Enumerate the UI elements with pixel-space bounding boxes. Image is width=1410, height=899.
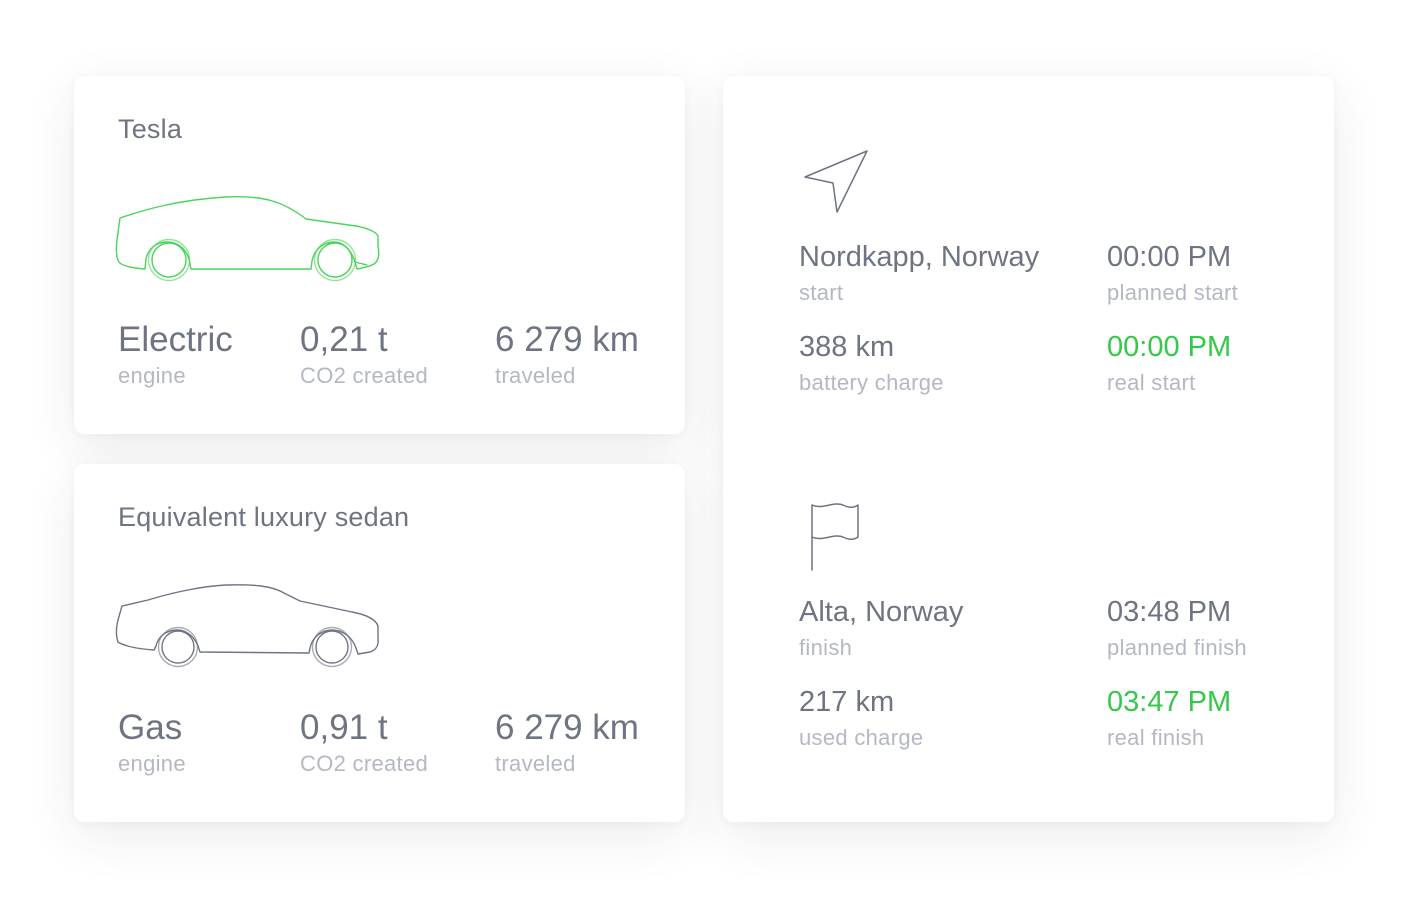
- real-start: 00:00 PM real start: [1107, 329, 1231, 397]
- distance-value: 6 279 km: [495, 320, 639, 359]
- start-label: start: [799, 280, 844, 305]
- co2-value: 0,91 t: [300, 708, 388, 747]
- planned-finish-label: planned finish: [1107, 635, 1247, 660]
- planned-finish: 03:48 PM planned finish: [1107, 594, 1247, 662]
- real-finish-time: 03:47 PM: [1107, 686, 1232, 718]
- real-finish-label: real finish: [1107, 725, 1205, 750]
- co2-stat: 0,91 t CO2 created: [300, 708, 428, 778]
- engine-value: Electric: [118, 320, 233, 359]
- planned-start-label: planned start: [1107, 280, 1239, 305]
- start-location-value: Nordkapp, Norway: [799, 241, 1040, 273]
- used-charge-value: 217 km: [799, 686, 895, 718]
- real-start-time: 00:00 PM: [1107, 331, 1232, 363]
- battery-charge-value: 388 km: [799, 331, 895, 363]
- distance-stat: 6 279 km traveled: [495, 708, 639, 778]
- distance-label: traveled: [495, 751, 576, 776]
- distance-stat: 6 279 km traveled: [495, 320, 639, 390]
- flag-icon: [811, 503, 859, 571]
- finish-location-value: Alta, Norway: [799, 596, 964, 628]
- real-start-label: real start: [1107, 370, 1196, 395]
- start-location: Nordkapp, Norway start: [799, 239, 1039, 307]
- engine-label: engine: [118, 751, 186, 776]
- co2-value: 0,21 t: [300, 320, 388, 359]
- card-title: Equivalent luxury sedan: [118, 502, 410, 532]
- distance-label: traveled: [495, 363, 576, 388]
- sedan-car-icon: [115, 584, 379, 668]
- engine-stat: Gas engine: [118, 708, 186, 778]
- trip-card: Nordkapp, Norway start 00:00 PM planned …: [723, 76, 1334, 822]
- electric-car-icon: [115, 195, 380, 282]
- finish-label: finish: [799, 635, 853, 660]
- planned-finish-time: 03:48 PM: [1107, 596, 1232, 628]
- planned-start-time: 00:00 PM: [1107, 241, 1232, 273]
- distance-value: 6 279 km: [495, 708, 639, 747]
- finish-location: Alta, Norway finish: [799, 594, 963, 662]
- tesla-card: Tesla Electric engine 0,21 t CO2 created…: [74, 76, 685, 434]
- engine-stat: Electric engine: [118, 320, 233, 390]
- navigation-arrow-icon: [804, 150, 868, 213]
- co2-stat: 0,21 t CO2 created: [300, 320, 428, 390]
- co2-label: CO2 created: [300, 363, 429, 388]
- used-charge-label: used charge: [799, 725, 924, 750]
- battery-charge: 388 km battery charge: [799, 329, 944, 397]
- engine-value: Gas: [118, 708, 183, 747]
- co2-label: CO2 created: [300, 751, 429, 776]
- used-charge: 217 km used charge: [799, 684, 923, 752]
- planned-start: 00:00 PM planned start: [1107, 239, 1238, 307]
- battery-charge-label: battery charge: [799, 370, 944, 395]
- card-title: Tesla: [118, 114, 183, 144]
- engine-label: engine: [118, 363, 186, 388]
- real-finish: 03:47 PM real finish: [1107, 684, 1231, 752]
- sedan-card: Equivalent luxury sedan Gas engine 0,91 …: [74, 464, 685, 822]
